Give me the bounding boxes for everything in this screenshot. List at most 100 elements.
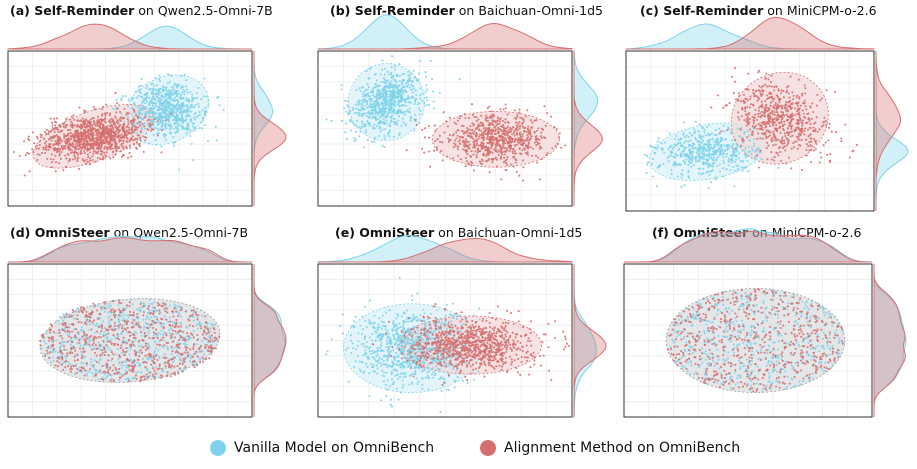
data-point-alignment: [72, 151, 75, 154]
data-point-vanilla: [375, 79, 378, 82]
data-point-alignment: [96, 133, 99, 136]
data-point-alignment: [503, 153, 506, 156]
data-point-alignment: [515, 170, 518, 173]
data-point-alignment: [761, 103, 764, 106]
data-point-alignment: [85, 139, 88, 142]
data-point-alignment: [115, 142, 118, 145]
data-point-vanilla: [360, 115, 364, 118]
data-point-alignment: [787, 139, 790, 142]
data-point-vanilla: [157, 108, 160, 111]
data-point-vanilla: [162, 108, 165, 111]
data-point-vanilla: [182, 97, 185, 100]
data-point-vanilla: [425, 88, 429, 91]
data-point-alignment: [718, 132, 721, 135]
data-point-vanilla: [741, 160, 744, 163]
data-point-vanilla: [176, 83, 179, 86]
data-point-vanilla: [379, 116, 383, 119]
data-point-alignment: [804, 92, 807, 95]
data-point-alignment: [138, 124, 141, 127]
data-point-vanilla: [393, 112, 396, 115]
data-point-vanilla: [404, 101, 407, 104]
data-point-alignment: [112, 131, 115, 135]
data-point-vanilla: [55, 332, 58, 335]
data-point-alignment: [41, 151, 44, 154]
data-point-vanilla: [752, 144, 755, 147]
data-point-vanilla: [131, 112, 134, 116]
data-point-vanilla: [153, 300, 156, 304]
data-point-vanilla: [362, 95, 365, 98]
data-point-alignment: [78, 106, 81, 109]
data-point-alignment: [769, 125, 772, 128]
data-point-vanilla: [218, 104, 221, 107]
data-point-vanilla: [388, 135, 391, 138]
data-point-alignment: [87, 129, 90, 132]
data-point-vanilla: [383, 78, 387, 81]
data-point-alignment: [57, 128, 60, 131]
data-point-vanilla: [713, 140, 716, 143]
data-point-vanilla: [186, 109, 189, 112]
data-point-vanilla: [722, 124, 725, 127]
data-point-alignment: [432, 149, 436, 152]
data-point-vanilla: [380, 101, 383, 104]
data-point-vanilla: [192, 329, 195, 332]
data-point-alignment: [778, 106, 781, 109]
data-point-vanilla: [702, 135, 705, 138]
data-point-vanilla: [167, 123, 170, 126]
data-point-alignment: [522, 119, 525, 123]
data-point-vanilla: [340, 88, 343, 91]
data-point-vanilla: [404, 82, 407, 85]
data-point-alignment: [78, 138, 82, 141]
data-point-vanilla: [123, 364, 126, 367]
data-point-vanilla: [707, 158, 710, 161]
data-point-alignment: [760, 110, 763, 113]
data-point-vanilla: [178, 356, 181, 359]
data-point-alignment: [775, 85, 778, 88]
data-point-alignment: [491, 141, 494, 145]
data-point-vanilla: [194, 118, 197, 121]
data-point-alignment: [481, 159, 484, 162]
data-point-vanilla: [643, 153, 646, 156]
data-point-vanilla: [383, 73, 386, 76]
data-point-alignment: [499, 146, 502, 149]
data-point-alignment: [128, 126, 131, 129]
data-point-alignment: [122, 127, 126, 130]
data-point-alignment: [744, 106, 747, 109]
data-point-alignment: [136, 115, 139, 118]
data-point-alignment: [753, 113, 757, 116]
data-point-alignment: [510, 128, 514, 131]
data-point-alignment: [423, 136, 427, 139]
data-point-vanilla: [393, 65, 397, 68]
data-point-alignment: [67, 145, 70, 148]
data-point-alignment: [164, 119, 167, 122]
data-point-vanilla: [192, 116, 196, 119]
data-point-alignment: [40, 134, 43, 137]
data-point-alignment: [840, 137, 843, 140]
data-point-alignment: [49, 143, 52, 146]
data-point-alignment: [472, 169, 476, 172]
data-point-alignment: [486, 119, 489, 122]
data-point-vanilla: [193, 112, 196, 116]
data-point-alignment: [453, 121, 456, 124]
data-point-alignment: [477, 123, 480, 126]
data-point-alignment: [109, 121, 112, 124]
data-point-vanilla: [419, 97, 422, 100]
data-point-alignment: [91, 146, 94, 149]
data-point-vanilla: [150, 116, 153, 119]
data-point-vanilla: [732, 152, 736, 155]
data-point-vanilla: [175, 85, 178, 88]
data-point-vanilla: [141, 357, 144, 361]
data-point-alignment: [100, 149, 103, 152]
data-point-vanilla: [683, 154, 686, 158]
data-point-vanilla: [666, 157, 669, 160]
data-point-vanilla: [215, 139, 218, 142]
data-point-vanilla: [195, 91, 198, 95]
data-point-vanilla: [168, 128, 171, 131]
data-point-alignment: [487, 148, 490, 151]
data-point-vanilla: [170, 92, 173, 95]
data-point-alignment: [808, 119, 811, 123]
data-point-alignment: [742, 93, 746, 96]
data-point-alignment: [824, 123, 827, 126]
data-point-vanilla: [349, 120, 352, 123]
data-point-vanilla: [166, 82, 169, 85]
data-point-alignment: [783, 106, 786, 109]
